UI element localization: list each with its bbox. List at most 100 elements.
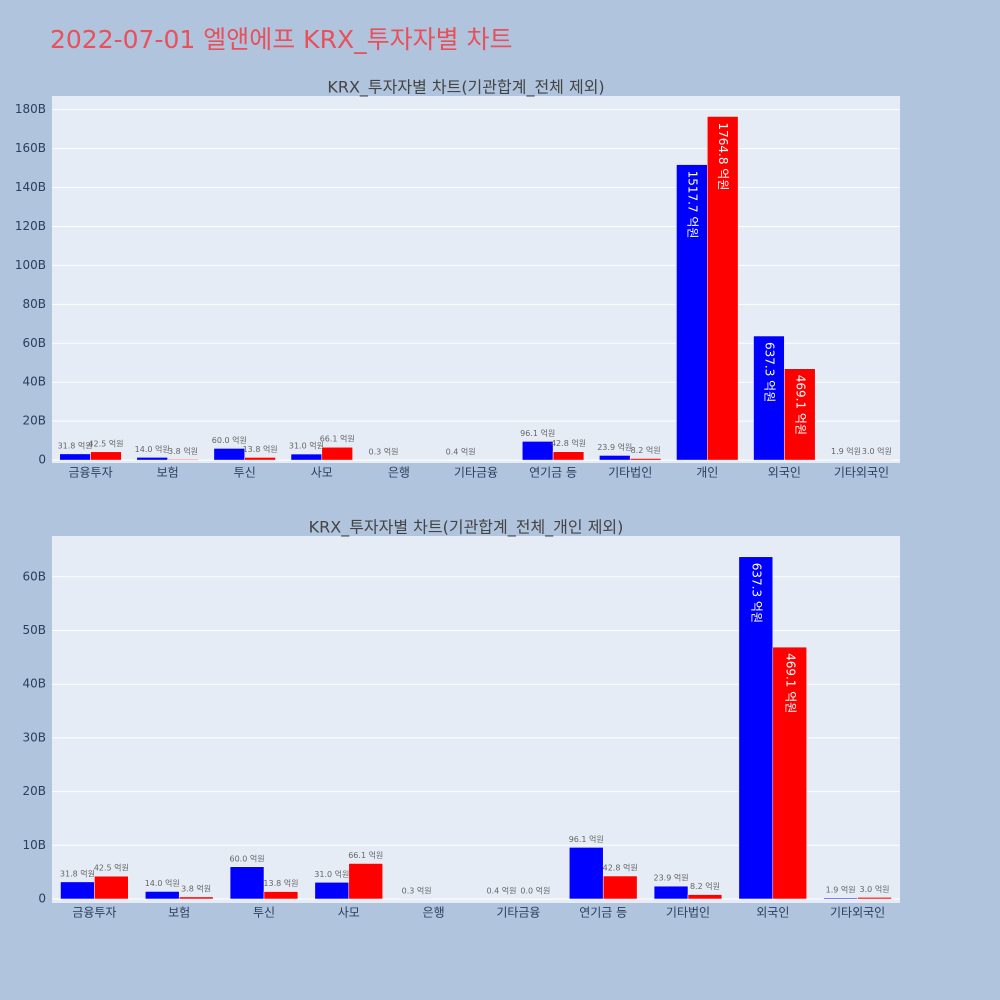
bar — [244, 457, 276, 461]
value-label: 0.3 억원 — [368, 447, 398, 457]
bar — [772, 646, 807, 900]
y-tick-label: 20B — [22, 784, 46, 798]
bar — [823, 897, 858, 900]
value-label: 1.9 억원 — [826, 884, 856, 894]
value-label: 31.8 억원 — [60, 868, 95, 878]
bar — [263, 891, 299, 900]
bar — [784, 368, 816, 461]
x-tick-label: 은행 — [423, 905, 445, 920]
value-label: 31.8 억원 — [58, 440, 93, 450]
value-label: 96.1 억원 — [520, 428, 555, 438]
y-tick-label: 60B — [22, 336, 46, 350]
value-label: 66.1 억원 — [320, 434, 355, 444]
value-label: 31.0 억원 — [314, 869, 349, 879]
y-tick-label: 40B — [22, 677, 46, 691]
x-tick-label: 금융투자 — [72, 906, 116, 920]
bar — [213, 448, 245, 461]
bar — [629, 458, 662, 461]
value-label: 637.3 억원 — [762, 342, 776, 402]
x-tick-label: 연기금 등 — [579, 906, 627, 920]
x-tick-label: 기타외국인 — [834, 466, 889, 480]
bar — [348, 863, 383, 900]
bar — [653, 885, 689, 900]
bar — [599, 455, 631, 461]
value-label: 8.2 억원 — [690, 881, 720, 891]
value-label: 8.2 억원 — [631, 445, 661, 455]
value-label: 3.0 억원 — [860, 884, 890, 894]
value-label: 0.4 억원 — [486, 885, 516, 895]
y-tick-label: 120B — [15, 219, 46, 233]
bar — [314, 882, 350, 900]
chart-title: KRX_투자자별 차트(기관합계_전체 제외) — [327, 78, 604, 98]
value-label: 14.0 억원 — [135, 444, 170, 454]
x-tick-label: 기타금융 — [496, 906, 540, 920]
bar — [518, 898, 553, 900]
value-label: 1517.7 억원 — [685, 171, 699, 239]
value-label: 0.0 억원 — [520, 885, 550, 895]
bar — [145, 891, 180, 900]
x-tick-label: 개인 — [696, 466, 718, 480]
value-label: 0.4 억원 — [446, 447, 476, 457]
x-tick-label: 사모 — [338, 906, 360, 920]
bar — [60, 881, 95, 900]
value-label: 469.1 억원 — [783, 653, 797, 713]
bar — [569, 847, 604, 900]
bar — [444, 459, 477, 461]
value-label: 3.0 억원 — [862, 446, 892, 456]
bar — [167, 459, 199, 461]
value-label: 42.5 억원 — [88, 438, 123, 448]
x-tick-label: 금융투자 — [68, 466, 112, 480]
y-tick-label: 0 — [38, 453, 46, 467]
bar — [484, 898, 519, 900]
bar — [707, 116, 739, 461]
value-label: 3.8 억원 — [168, 446, 198, 456]
x-tick-label: 기타법인 — [666, 906, 710, 920]
bar — [676, 164, 708, 461]
chart-title: KRX_투자자별 차트(기관합계_전체_개인 제외) — [309, 518, 624, 538]
y-tick-label: 140B — [15, 180, 46, 194]
value-label: 42.8 억원 — [551, 438, 586, 448]
value-label: 469.1 억원 — [793, 375, 807, 435]
value-label: 60.0 억원 — [212, 435, 247, 445]
bar — [321, 446, 353, 461]
value-label: 637.3 억원 — [749, 563, 763, 623]
bar — [552, 451, 585, 461]
bar — [861, 459, 893, 461]
value-label: 14.0 억원 — [145, 878, 180, 888]
bar — [857, 897, 892, 900]
y-tick-label: 0 — [38, 891, 46, 905]
bar — [290, 453, 323, 461]
value-label: 66.1 억원 — [348, 850, 383, 860]
x-tick-label: 사모 — [311, 466, 333, 480]
bar — [367, 459, 400, 461]
y-tick-label: 50B — [22, 623, 46, 637]
x-tick-label: 기타법인 — [608, 466, 652, 480]
x-tick-label: 기타금융 — [454, 466, 498, 480]
value-label: 1.9 억원 — [831, 446, 861, 456]
value-label: 42.5 억원 — [94, 863, 129, 873]
value-label: 23.9 억원 — [654, 873, 689, 883]
bar — [522, 441, 554, 461]
y-tick-label: 30B — [22, 730, 46, 744]
x-tick-label: 은행 — [388, 465, 410, 480]
y-tick-label: 10B — [22, 838, 46, 852]
bar — [687, 894, 723, 900]
y-tick-label: 80B — [22, 297, 46, 311]
bar — [830, 459, 862, 461]
y-tick-label: 40B — [22, 375, 46, 389]
value-label: 96.1 억원 — [569, 834, 604, 844]
value-label: 0.3 억원 — [402, 885, 432, 895]
value-label: 60.0 억원 — [230, 853, 265, 863]
value-label: 23.9 억원 — [597, 442, 632, 452]
page-title: 2022-07-01 엘앤에프 KRX_투자자별 차트 — [50, 25, 513, 54]
value-label: 42.8 억원 — [603, 862, 638, 872]
bar — [136, 457, 168, 461]
value-label: 13.8 억원 — [243, 444, 278, 454]
x-tick-label: 보험 — [157, 466, 179, 480]
value-label: 1764.8 억원 — [716, 122, 730, 190]
x-tick-label: 투신 — [253, 906, 275, 920]
bar — [602, 875, 638, 900]
bar — [399, 898, 434, 900]
y-tick-label: 160B — [15, 141, 46, 155]
y-tick-label: 100B — [15, 258, 46, 272]
